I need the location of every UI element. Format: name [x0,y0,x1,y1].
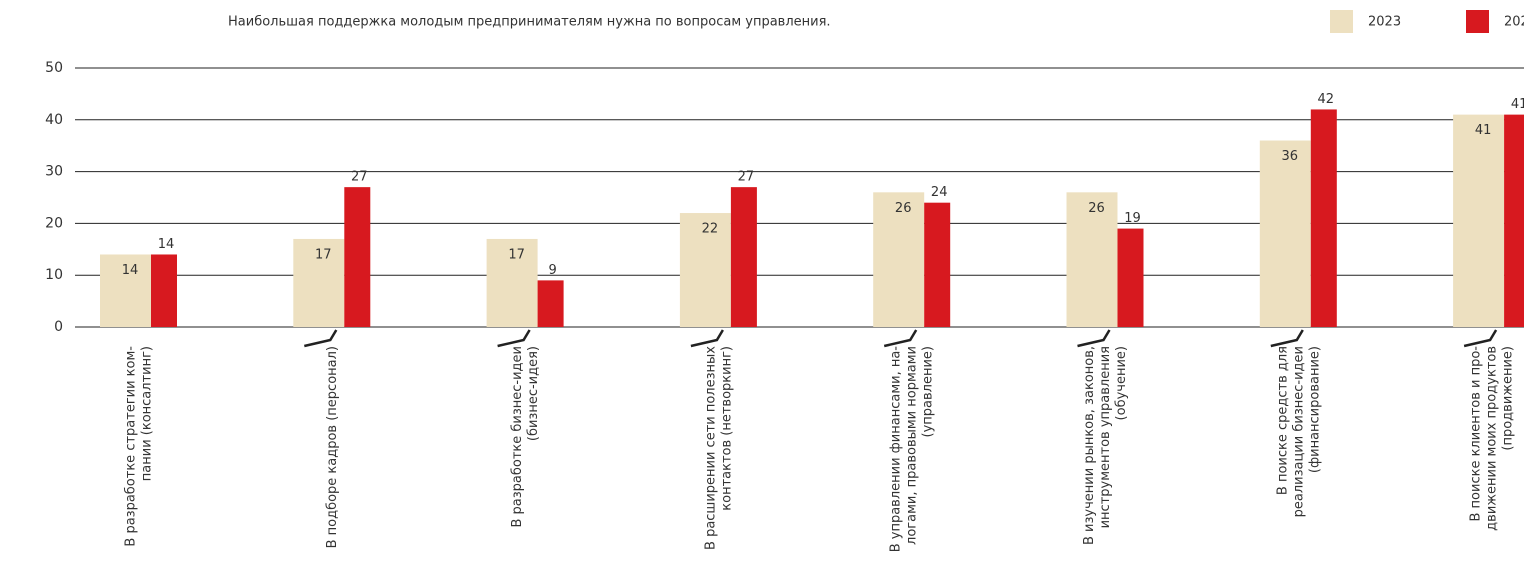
value-label: 26 [895,201,912,216]
x-tick-label: В разработке стратегии ком-пании (консал… [123,346,154,547]
bar [537,280,564,327]
x-tick-label-line: (продвижение) [1500,346,1515,451]
chart-title: Наибольшая поддержка молодым предпринима… [228,15,831,30]
x-tick-label-line: В подборе кадров (персонал) [324,346,339,548]
bar [679,213,731,327]
x-tick-label-line: инструментов управления [1098,346,1113,528]
value-label: 36 [1282,149,1299,164]
bar [486,238,538,327]
value-label: 24 [931,185,948,200]
value-label: 41 [1475,123,1492,138]
value-label: 41 [1511,97,1524,112]
value-label: 9 [548,263,556,278]
connector [690,329,724,348]
x-tick-label-line: В управлении финансами, на- [888,346,903,553]
x-tick-label-line: логами, правовыми нормами [904,346,919,545]
bar [1117,228,1144,327]
bar [1504,114,1524,328]
x-tick-label: В подборе кадров (персонал) [324,346,339,548]
bar [151,254,177,327]
bar [293,238,345,327]
x-tick-label-line: движении моих продуктов [1484,346,1499,531]
x-tick-label-line: В расширении сети полезных [703,346,718,550]
bar [1310,109,1337,327]
bar [730,187,757,327]
x-tick-label: В разработке бизнес-идеи(бизнес-идея) [510,346,541,528]
y-tick-label: 40 [45,112,63,128]
bar [344,187,371,327]
x-tick-label: В поиске средств дляреализации бизнес-ид… [1275,346,1322,517]
connector [304,329,338,348]
value-label: 14 [158,237,175,252]
value-label: 14 [122,263,139,278]
bar [873,192,925,327]
x-tick-label-line: В изучении рынков, законов, [1082,346,1097,545]
bar [924,202,951,327]
connector [1270,329,1304,348]
value-label: 22 [702,222,719,237]
y-tick-label: 20 [45,215,63,231]
x-tick-label-line: (управление) [920,346,935,437]
legend-label: 2024 [1504,15,1524,30]
x-tick-label-line: (финансирование) [1307,346,1322,473]
x-tick-label: В управлении финансами, на-логами, право… [888,346,935,553]
connector [1463,329,1498,348]
bar [1259,140,1311,327]
y-tick-label: 10 [45,267,63,283]
y-tick-label: 0 [54,319,63,335]
legend-label: 2023 [1368,15,1401,30]
value-label: 27 [351,170,368,185]
value-label: 17 [508,247,525,262]
connector [883,329,918,348]
value-label: 27 [738,170,755,185]
x-tick-label-line: реализации бизнес-идеи [1291,346,1306,517]
x-tick-label-line: контактов (нетворкинг) [719,346,734,511]
bar [100,254,151,327]
value-label: 42 [1318,92,1335,107]
value-label: 26 [1088,201,1105,216]
legend-swatch [1330,10,1353,33]
x-tick-label-line: (обучение) [1114,346,1129,420]
bar [1066,192,1118,327]
bar [1453,114,1505,328]
value-label: 17 [315,247,332,262]
value-label: 19 [1124,211,1141,226]
x-tick-label-line: пании (консалтинг) [139,346,154,481]
legend-swatch [1466,10,1489,33]
x-tick-label: В поиске клиентов и про-движении моих пр… [1468,346,1515,531]
x-tick-label: В изучении рынков, законов,инструментов … [1082,346,1129,545]
y-tick-label: 50 [45,60,63,76]
x-tick-label-line: В разработке стратегии ком- [123,346,138,547]
y-tick-label: 30 [45,164,63,180]
connector [497,329,531,348]
x-tick-label-line: В поиске средств для [1275,346,1290,495]
x-tick-label-line: В разработке бизнес-идеи [510,346,525,528]
x-tick-label: В расширении сети полезныхконтактов (нет… [703,346,734,550]
x-tick-label-line: (бизнес-идея) [526,346,541,441]
x-tick-label-line: В поиске клиентов и про- [1468,346,1483,522]
connector [1077,329,1111,348]
